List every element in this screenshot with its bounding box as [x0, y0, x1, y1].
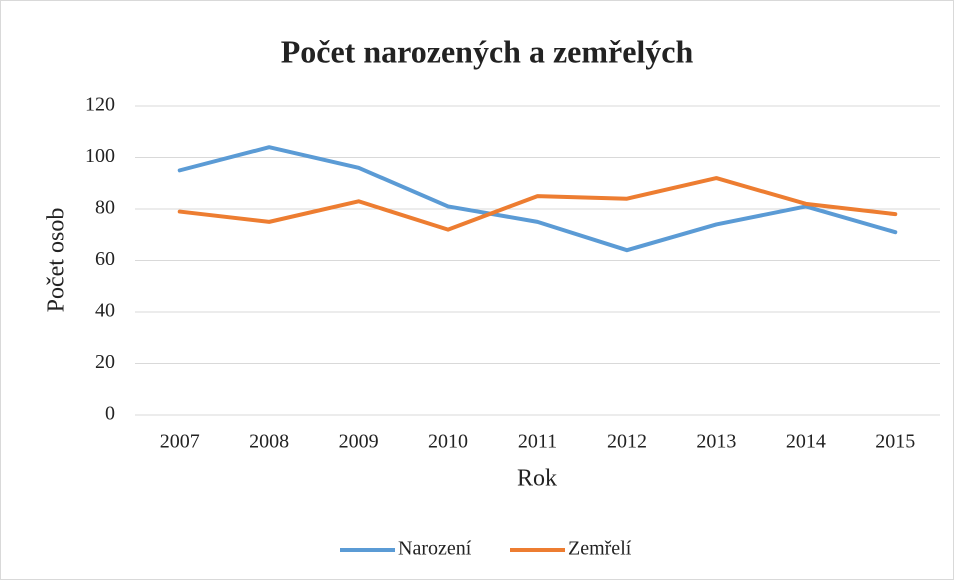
x-tick-label: 2012	[607, 431, 647, 453]
x-axis-title: Rok	[517, 466, 557, 492]
x-tick-label: 2007	[160, 431, 200, 453]
series-line	[177, 176, 898, 232]
x-tick-label: 2011	[518, 431, 557, 453]
x-tick-label: 2014	[786, 431, 826, 453]
x-tick-label: 2008	[249, 431, 289, 453]
series-line	[177, 145, 898, 253]
y-tick-label: 20	[95, 351, 115, 373]
y-tick-label: 60	[95, 248, 115, 270]
y-tick-label: 40	[95, 300, 115, 322]
y-tick-label: 0	[105, 403, 115, 425]
y-axis-title: Počet osob	[44, 208, 70, 313]
x-tick-label: 2013	[696, 431, 736, 453]
y-tick-label: 120	[85, 94, 115, 116]
chart-title: Počet narozených a zemřelých	[281, 33, 694, 69]
x-tick-label: 2010	[428, 431, 468, 453]
legend-label: Zemřelí	[568, 538, 632, 560]
legend-label: Narození	[398, 538, 472, 560]
x-tick-label: 2015	[875, 431, 915, 453]
x-tick-label: 2009	[339, 431, 379, 453]
y-tick-label: 80	[95, 197, 115, 219]
y-tick-label: 100	[85, 145, 115, 167]
